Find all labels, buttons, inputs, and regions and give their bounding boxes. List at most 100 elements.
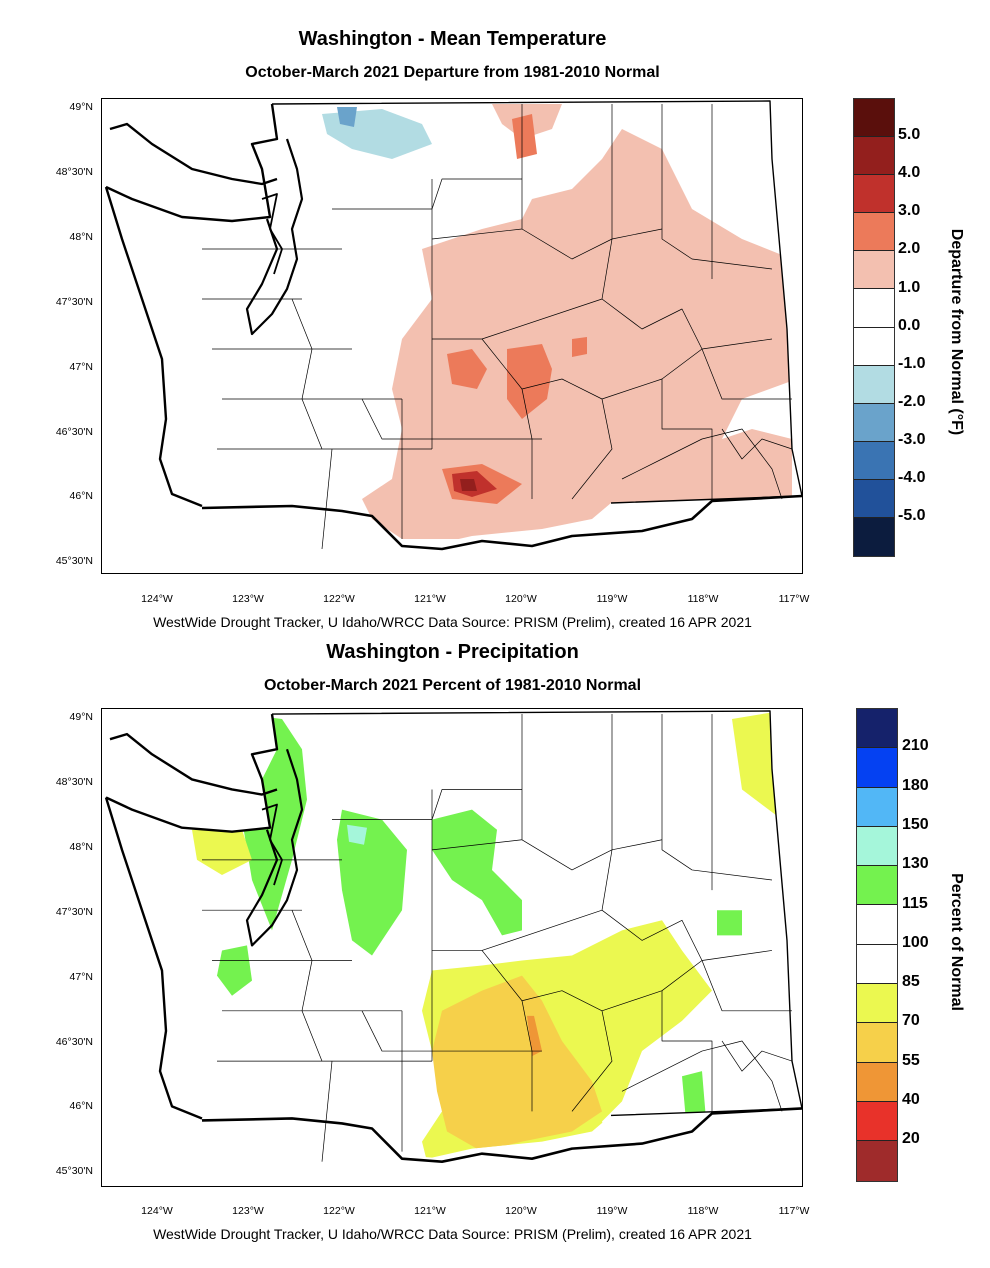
coastline xyxy=(109,732,278,796)
shaded-region xyxy=(347,824,367,845)
shaded-region xyxy=(717,910,742,936)
map-canvas xyxy=(104,710,802,1164)
map-title: Washington - Precipitation xyxy=(326,641,579,663)
county-boundary xyxy=(521,228,663,260)
colorbar-swatch xyxy=(857,1023,897,1063)
latitude-label: 47°N xyxy=(69,970,93,983)
colorbar-swatch xyxy=(854,365,894,404)
county-boundary xyxy=(661,379,713,499)
colorbar-swatch xyxy=(854,327,894,366)
latitude-label: 48°30'N xyxy=(55,775,93,788)
shaded-region xyxy=(712,1111,782,1162)
credit-line: WestWide Drought Tracker, U Idaho/WRCC D… xyxy=(153,614,752,630)
temperature-colorbar xyxy=(853,98,895,558)
longitude-label: 122°W xyxy=(323,1205,355,1217)
colorbar-label: 3.0 xyxy=(898,202,921,220)
puget-sound-coastline xyxy=(245,748,304,947)
colorbar-swatch xyxy=(857,866,897,906)
county-boundary xyxy=(332,789,522,821)
colorbar-swatch xyxy=(857,826,897,867)
colorbar-swatch xyxy=(854,289,894,328)
colorbar-swatch xyxy=(857,984,897,1024)
county-boundary xyxy=(621,428,783,500)
county-boundary xyxy=(361,1010,432,1052)
shaded-region xyxy=(512,114,537,159)
coastline xyxy=(105,713,279,833)
colorbar-swatch xyxy=(857,748,897,788)
colorbar-label: 5.0 xyxy=(898,126,921,144)
columbia-river-boundary xyxy=(201,494,802,551)
puget-sound-islands xyxy=(261,803,283,886)
colorbar-label: 4.0 xyxy=(898,164,921,182)
county-boundary xyxy=(701,348,792,400)
colorbar-label: -4.0 xyxy=(898,469,926,486)
colorbar-label: -5.0 xyxy=(898,507,926,525)
state-boundary xyxy=(271,100,802,497)
colorbar-swatch xyxy=(854,175,894,214)
colorbar-swatch xyxy=(857,709,897,749)
colorbar-label: 150 xyxy=(902,815,929,833)
colorbar-swatch xyxy=(854,518,894,557)
longitude-label: 123°W xyxy=(232,593,264,605)
latitude-label: 46°30'N xyxy=(55,1035,93,1048)
colorbar-swatch xyxy=(857,1062,897,1102)
county-boundary xyxy=(571,1010,613,1112)
shaded-region xyxy=(447,349,487,389)
colorbar-label: 70 xyxy=(902,1012,920,1030)
county-boundary xyxy=(601,298,703,350)
colorbar-label: 100 xyxy=(902,933,929,951)
longitude-label: 120°W xyxy=(505,593,537,605)
county-boundary xyxy=(521,839,663,871)
county-boundary xyxy=(321,448,333,550)
longitude-label: 117°W xyxy=(778,593,810,605)
temperature-map xyxy=(101,98,803,574)
shaded-region xyxy=(732,711,802,830)
longitude-label: 121°W xyxy=(414,593,446,605)
colorbar-label: 20 xyxy=(902,1130,920,1148)
coastline xyxy=(104,797,203,1120)
shaded-region xyxy=(432,975,602,1152)
shaded-region xyxy=(572,337,587,357)
latitude-label: 46°N xyxy=(69,1100,93,1113)
latitude-label: 45°30'N xyxy=(55,1165,93,1178)
county-boundary xyxy=(661,104,773,270)
colorbar-swatch xyxy=(854,213,894,252)
latitude-label: 47°N xyxy=(69,360,93,373)
county-boundary xyxy=(721,428,793,460)
colorbar-label: 55 xyxy=(902,1051,920,1069)
coastline xyxy=(105,103,279,223)
longitude-label: 120°W xyxy=(505,1205,537,1217)
colorbar-swatch xyxy=(857,787,897,827)
precipitation-map xyxy=(101,708,803,1187)
colorbar-label: 0.0 xyxy=(898,316,921,334)
longitude-label: 118°W xyxy=(687,593,719,605)
colorbar-swatch xyxy=(854,99,894,138)
latitude-label: 48°N xyxy=(69,840,93,853)
latitude-label: 48°N xyxy=(69,230,93,243)
latitude-label: 46°N xyxy=(69,490,93,503)
coastline xyxy=(109,122,278,186)
county-boundary xyxy=(291,298,323,450)
longitude-label: 124°W xyxy=(141,1205,173,1217)
shaded-region xyxy=(527,1015,542,1057)
county-boundary xyxy=(332,178,522,210)
latitude-label: 47°30'N xyxy=(55,905,93,918)
puget-sound-coastline xyxy=(245,138,304,336)
map-title: Washington - Mean Temperature xyxy=(298,28,607,50)
latitude-label: 49°N xyxy=(69,101,93,113)
colorbar-label: 40 xyxy=(902,1091,920,1108)
county-boundary xyxy=(291,910,323,1062)
colorbar-label: 130 xyxy=(902,855,929,873)
state-boundary xyxy=(271,710,802,1109)
colorbar-title: Departure from Normal (°F) xyxy=(948,228,965,436)
county-boundary xyxy=(361,398,432,440)
colorbar-swatch xyxy=(857,1141,897,1181)
county-boundary xyxy=(701,960,792,1012)
shaded-region xyxy=(337,809,407,956)
county-boundary xyxy=(601,909,703,961)
shaded-region xyxy=(337,107,357,127)
colorbar-swatch xyxy=(854,137,894,176)
shaded-region xyxy=(192,829,252,875)
shaded-region xyxy=(217,945,252,996)
colorbar-swatch xyxy=(854,403,894,442)
